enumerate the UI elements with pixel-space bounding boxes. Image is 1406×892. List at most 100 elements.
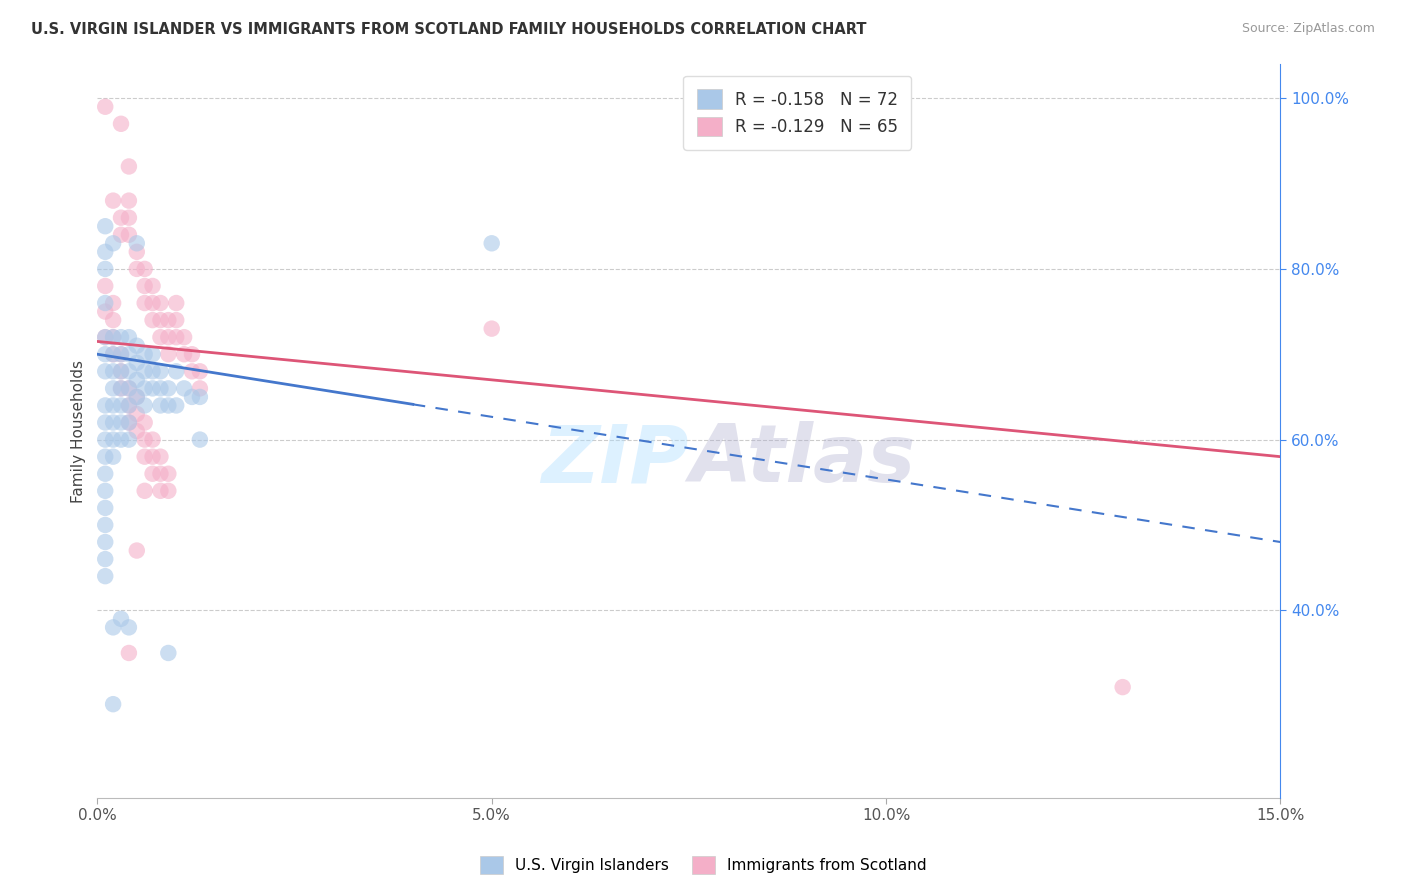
Legend: U.S. Virgin Islanders, Immigrants from Scotland: U.S. Virgin Islanders, Immigrants from S… xyxy=(474,850,932,880)
Y-axis label: Family Households: Family Households xyxy=(72,359,86,502)
Point xyxy=(118,381,141,395)
Point xyxy=(165,399,187,413)
Point xyxy=(125,261,148,276)
Point xyxy=(94,219,117,234)
Point xyxy=(118,399,141,413)
Point xyxy=(142,296,165,310)
Point xyxy=(118,194,141,208)
Point xyxy=(118,364,141,378)
Point xyxy=(94,416,117,430)
Point xyxy=(94,569,117,583)
Point xyxy=(173,381,195,395)
Text: ZIP: ZIP xyxy=(541,421,689,500)
Point xyxy=(94,399,117,413)
Point xyxy=(94,500,117,515)
Point xyxy=(134,347,156,361)
Point xyxy=(134,364,156,378)
Point xyxy=(94,467,117,481)
Point xyxy=(94,244,117,259)
Point xyxy=(118,347,141,361)
Point xyxy=(118,646,141,660)
Point xyxy=(94,518,117,533)
Point xyxy=(481,321,503,335)
Point xyxy=(94,450,117,464)
Point xyxy=(149,450,172,464)
Point xyxy=(125,236,148,251)
Point xyxy=(94,330,117,344)
Point xyxy=(142,467,165,481)
Point xyxy=(149,330,172,344)
Point xyxy=(165,313,187,327)
Point xyxy=(134,416,156,430)
Point xyxy=(94,100,117,114)
Point xyxy=(110,381,132,395)
Point xyxy=(125,373,148,387)
Point xyxy=(101,236,124,251)
Point xyxy=(157,330,180,344)
Point xyxy=(157,467,180,481)
Point xyxy=(142,364,165,378)
Text: U.S. VIRGIN ISLANDER VS IMMIGRANTS FROM SCOTLAND FAMILY HOUSEHOLDS CORRELATION C: U.S. VIRGIN ISLANDER VS IMMIGRANTS FROM … xyxy=(31,22,866,37)
Point xyxy=(94,279,117,293)
Point xyxy=(125,244,148,259)
Point xyxy=(142,450,165,464)
Point xyxy=(134,483,156,498)
Point xyxy=(101,194,124,208)
Point xyxy=(188,364,211,378)
Point xyxy=(125,543,148,558)
Point xyxy=(101,433,124,447)
Point xyxy=(142,279,165,293)
Point xyxy=(173,347,195,361)
Point xyxy=(110,227,132,242)
Point xyxy=(94,304,117,318)
Point xyxy=(94,535,117,549)
Point xyxy=(181,390,204,404)
Point xyxy=(134,279,156,293)
Point xyxy=(101,347,124,361)
Point xyxy=(110,347,132,361)
Text: Source: ZipAtlas.com: Source: ZipAtlas.com xyxy=(1241,22,1375,36)
Point xyxy=(125,390,148,404)
Point xyxy=(165,330,187,344)
Point xyxy=(149,381,172,395)
Point xyxy=(101,416,124,430)
Point xyxy=(110,364,132,378)
Point xyxy=(118,416,141,430)
Point xyxy=(94,330,117,344)
Point xyxy=(157,646,180,660)
Point xyxy=(101,399,124,413)
Point xyxy=(165,296,187,310)
Point xyxy=(94,296,117,310)
Point xyxy=(149,399,172,413)
Point xyxy=(110,347,132,361)
Point xyxy=(101,347,124,361)
Point xyxy=(157,313,180,327)
Point xyxy=(173,330,195,344)
Point xyxy=(134,433,156,447)
Point xyxy=(118,433,141,447)
Point xyxy=(101,330,124,344)
Point xyxy=(110,399,132,413)
Point xyxy=(157,483,180,498)
Point xyxy=(134,450,156,464)
Point xyxy=(149,313,172,327)
Point xyxy=(142,433,165,447)
Point xyxy=(101,313,124,327)
Point xyxy=(134,399,156,413)
Point xyxy=(118,160,141,174)
Point xyxy=(157,381,180,395)
Point xyxy=(118,381,141,395)
Point xyxy=(125,390,148,404)
Point xyxy=(94,347,117,361)
Point xyxy=(125,407,148,421)
Point xyxy=(110,433,132,447)
Point xyxy=(149,364,172,378)
Point xyxy=(149,467,172,481)
Point xyxy=(142,313,165,327)
Point xyxy=(142,347,165,361)
Text: Atlas: Atlas xyxy=(689,421,915,500)
Point xyxy=(118,227,141,242)
Point xyxy=(110,117,132,131)
Point xyxy=(101,364,124,378)
Point xyxy=(134,381,156,395)
